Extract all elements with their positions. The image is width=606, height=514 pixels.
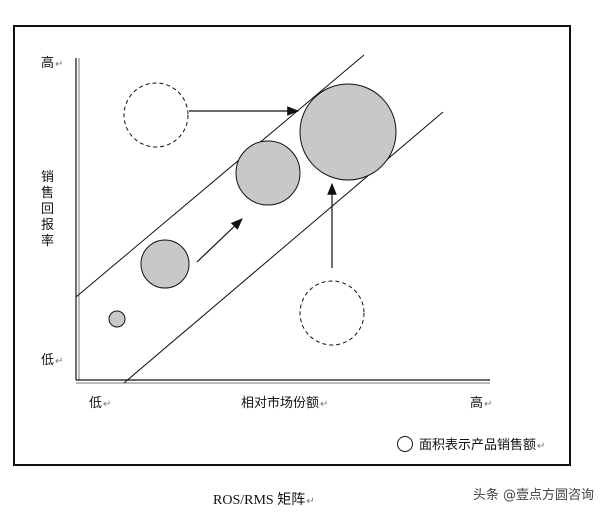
legend: 面积表示产品销售额↵ [397,434,545,453]
band-lower-line [123,111,444,384]
figure-caption: ROS/RMS 矩阵↵ [213,493,315,508]
watermark: 头条 @壹点方圆咨询 [472,488,594,503]
x-axis-title: 相对市场份额↵ [241,396,329,411]
y-axis-high-label: 高↵ [41,56,64,71]
diagram-frame [13,25,571,466]
arrow-diagonal [196,218,243,263]
bubble-small [140,239,190,289]
x-axis-high-label: 高↵ [470,396,493,411]
y-axis-title: 销售回报率 [41,170,55,249]
bubble-large [299,83,397,181]
bubble-medium [235,140,301,206]
bubble-tiny [108,310,126,328]
dashed-bubble-top [123,82,189,148]
x-axis-low-label: 低↵ [89,396,112,411]
legend-text: 面积表示产品销售额↵ [419,438,546,453]
dashed-bubble-bottom [299,280,365,346]
y-axis-low-label: 低↵ [41,353,64,368]
legend-circle-icon [397,435,413,452]
band-upper-line [75,54,365,298]
